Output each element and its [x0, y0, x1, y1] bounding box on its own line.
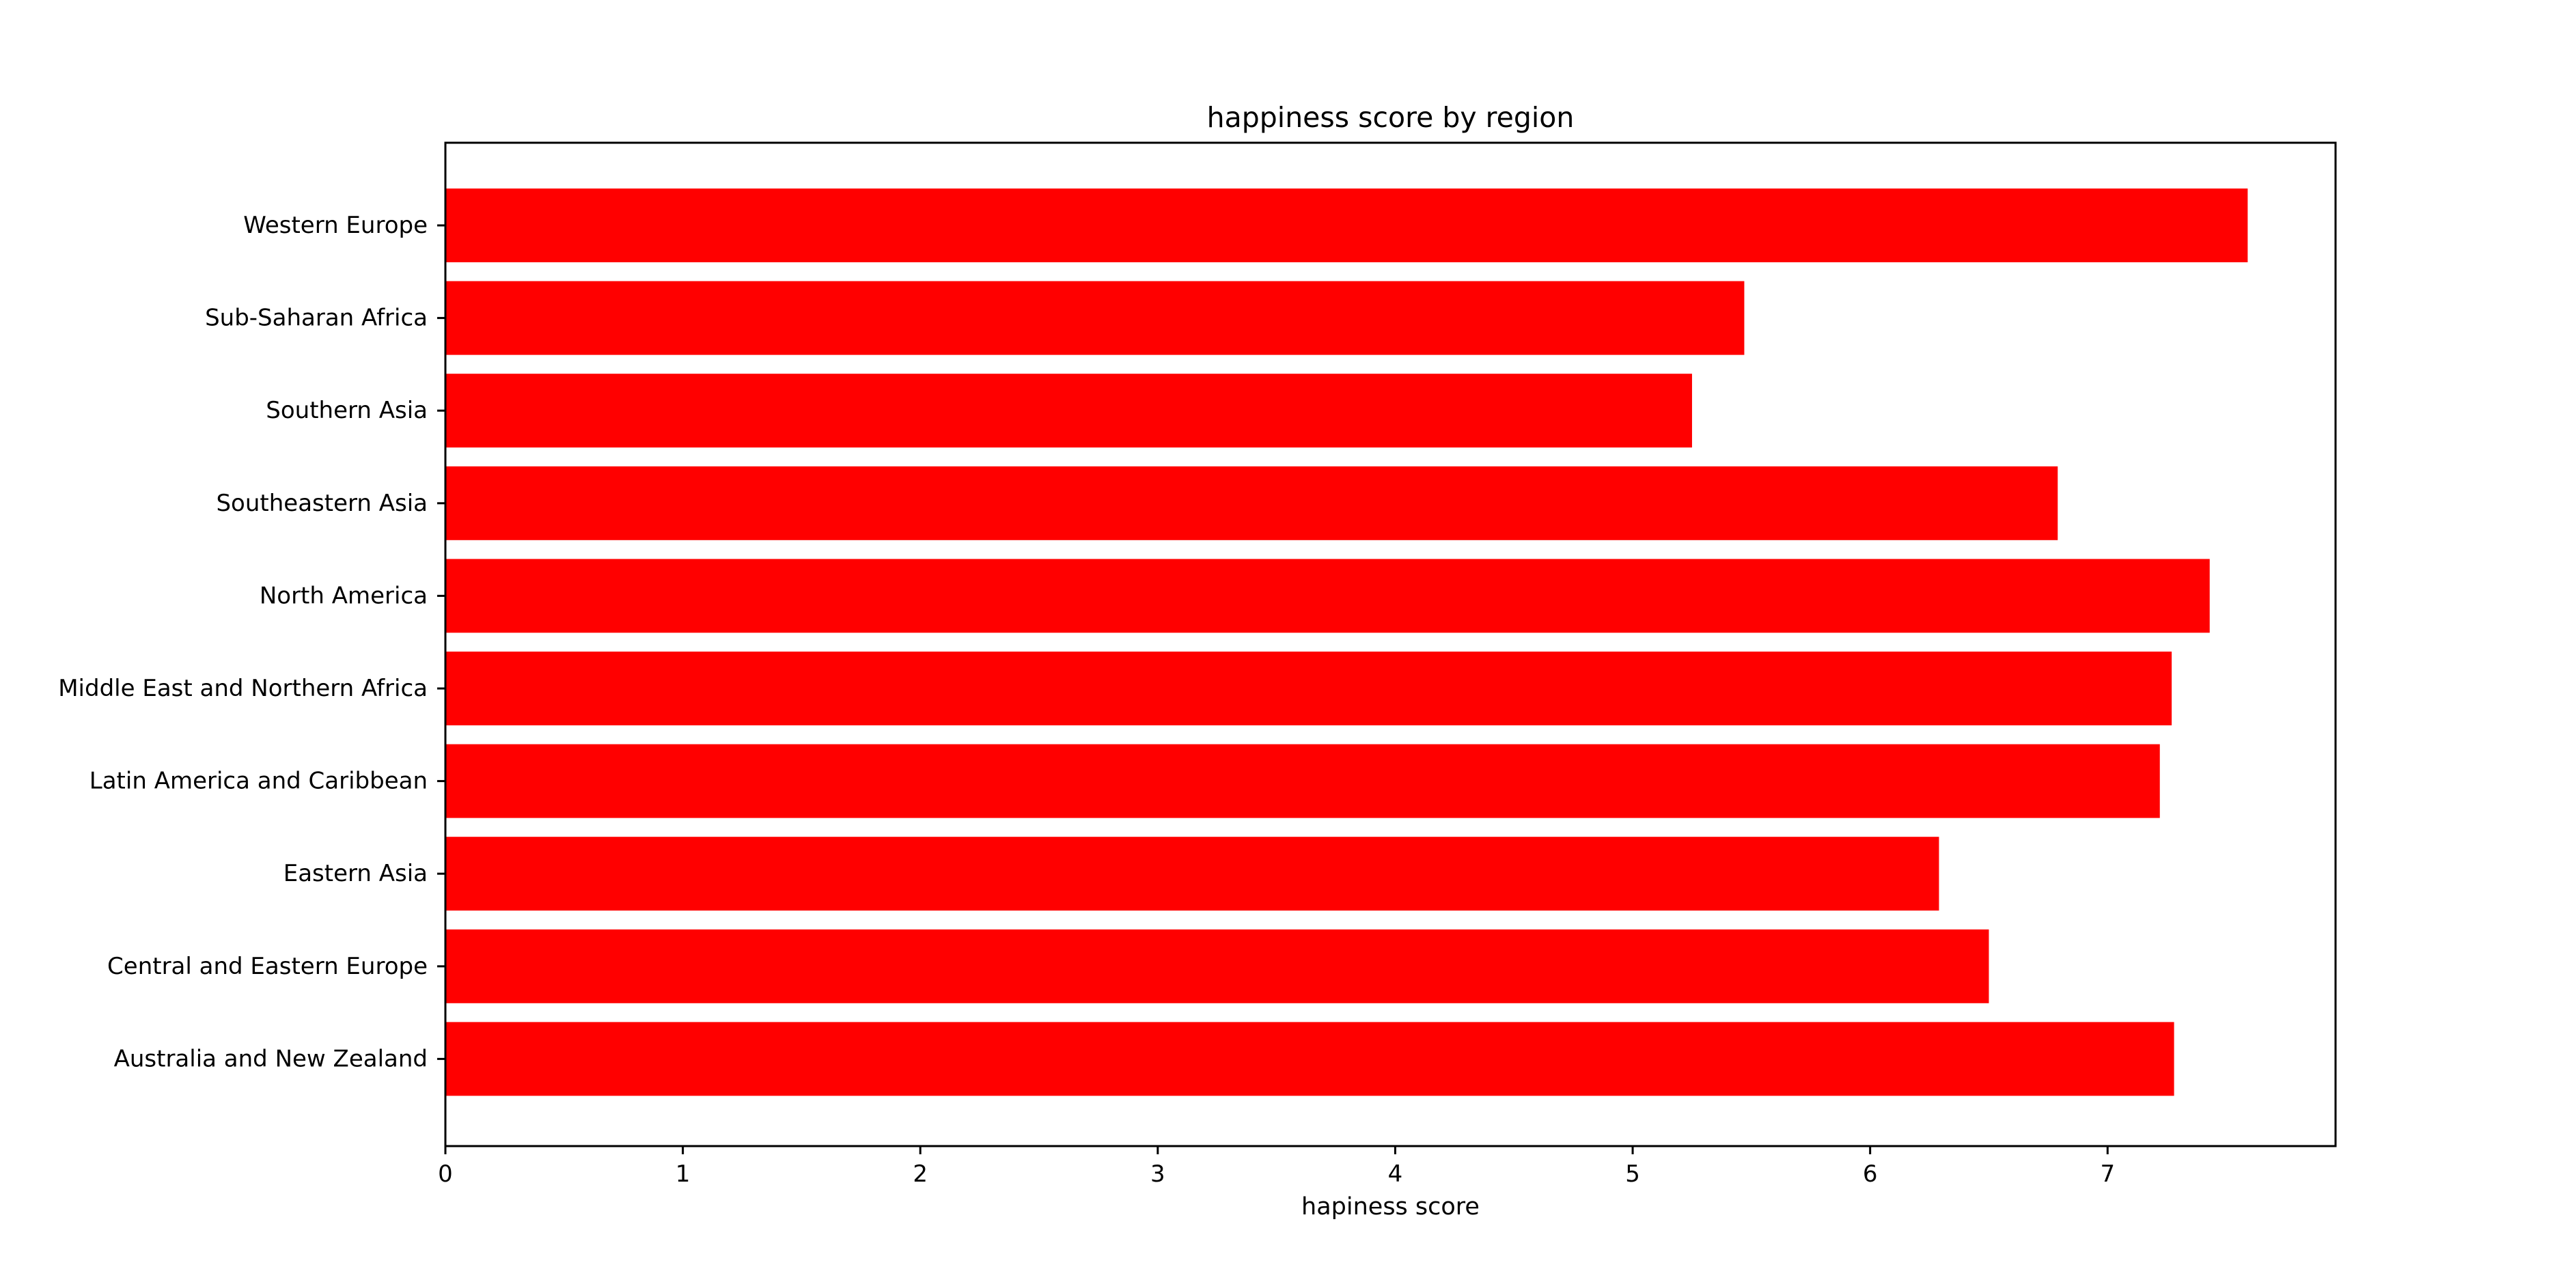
x-tick-label: 4 [1388, 1160, 1403, 1188]
bar [445, 744, 2160, 818]
x-axis-ticks: 0 1 2 3 4 5 6 7 [438, 1146, 2115, 1188]
bar [445, 281, 1745, 355]
bar [445, 189, 2248, 262]
y-tick-label: North America [260, 582, 428, 609]
y-tick-label: Western Europe [243, 212, 428, 239]
x-tick-label: 3 [1150, 1160, 1165, 1188]
y-tick-label: Australia and New Zealand [114, 1045, 428, 1072]
bar [445, 374, 1692, 448]
chart-title: happiness score by region [1207, 101, 1575, 134]
x-tick-label: 2 [913, 1160, 928, 1188]
bar [445, 559, 2210, 633]
y-tick-label: Southern Asia [266, 397, 428, 424]
x-tick-label: 6 [1863, 1160, 1878, 1188]
bar [445, 466, 2058, 540]
y-tick-label: Sub-Saharan Africa [205, 305, 428, 332]
bar [445, 652, 2172, 725]
x-tick-label: 1 [676, 1160, 691, 1188]
x-tick-label: 7 [2100, 1160, 2115, 1188]
y-tick-label: Eastern Asia [283, 860, 428, 887]
x-tick-label: 0 [438, 1160, 453, 1188]
bar [445, 1022, 2174, 1096]
y-tick-label: Southeastern Asia [216, 490, 428, 517]
x-tick-label: 5 [1625, 1160, 1640, 1188]
bar [445, 929, 1989, 1003]
y-tick-label: Central and Eastern Europe [107, 953, 428, 980]
y-axis-ticks: Australia and New Zealand Central and Eas… [58, 212, 445, 1072]
y-tick-label: Latin America and Caribbean [89, 768, 428, 795]
plot-frame [444, 141, 2337, 1147]
y-tick-label: Middle East and Northern Africa [58, 675, 428, 702]
bar [445, 837, 1939, 911]
bars-group [445, 189, 2248, 1096]
x-axis-title: hapiness score [1301, 1193, 1480, 1221]
